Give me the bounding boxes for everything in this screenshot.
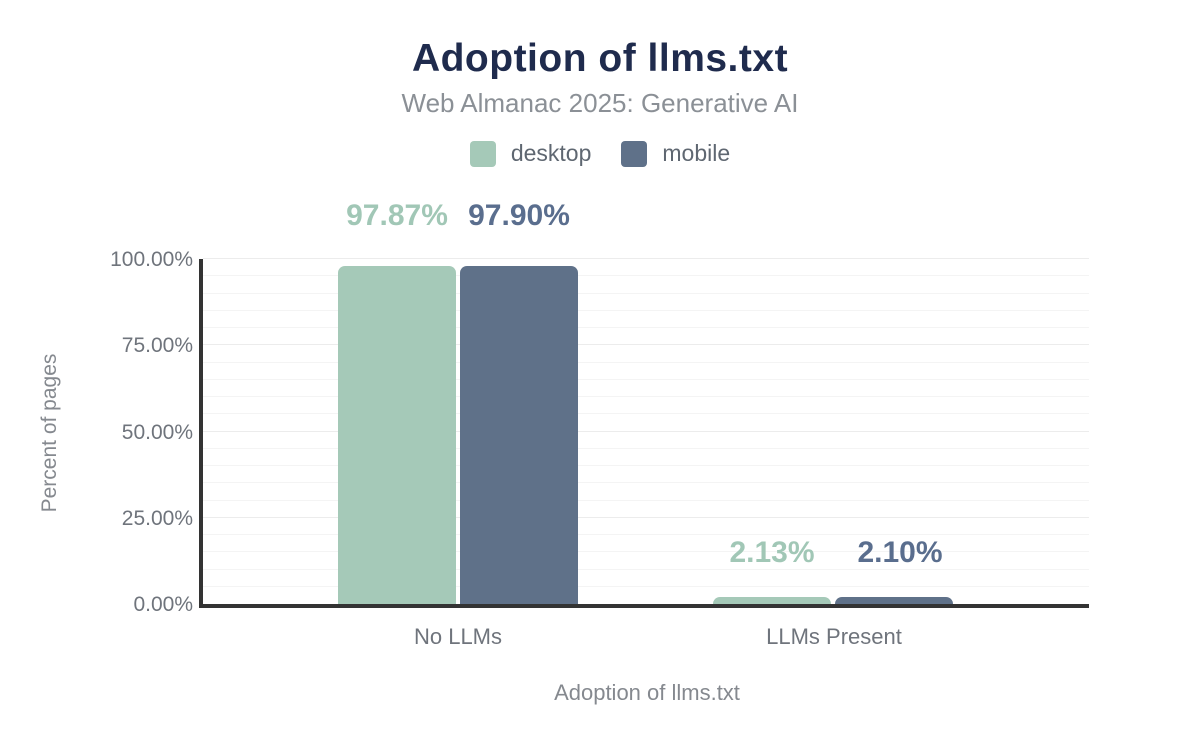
bar-mobile-no-llms[interactable] [460,266,578,604]
y-axis-title: Percent of pages [38,353,61,513]
legend-label-desktop: desktop [510,140,592,166]
y-tick-50: 50.00% [121,421,193,444]
mobile-swatch-icon [621,140,648,167]
legend-item-mobile[interactable]: mobile [621,140,730,167]
bar-mobile-llms-present[interactable] [835,596,953,604]
y-tick-25: 25.00% [121,507,193,530]
desktop-swatch-icon [469,140,496,167]
legend-label-mobile: mobile [662,140,731,166]
gridlines [203,258,1089,604]
value-label-mobile-llms-present: 2.10% [857,536,943,569]
x-axis-line [199,604,1089,608]
bar-desktop-llms-present[interactable] [713,596,831,604]
chart-title: Adoption of llms.txt [411,37,789,80]
y-tick-0: 0.00% [133,593,193,616]
chart-subtitle: Web Almanac 2025: Generative AI [401,88,799,118]
category-label-no-llms: No LLMs [413,624,503,649]
value-label-desktop-no-llms: 97.87% [346,199,448,232]
value-label-mobile-no-llms: 97.90% [468,199,570,232]
value-label-desktop-llms-present: 2.13% [729,536,815,569]
y-tick-75: 75.00% [121,334,193,357]
x-axis-title: Adoption of llms.txt [554,680,740,705]
y-axis-line [199,259,203,608]
category-label-llms-present: LLMs Present [766,624,902,649]
legend: desktop mobile [0,140,1200,167]
bar-desktop-no-llms[interactable] [338,266,456,604]
y-tick-100: 100.00% [110,248,193,271]
legend-item-desktop[interactable]: desktop [469,140,592,167]
plot-area [199,258,1089,608]
